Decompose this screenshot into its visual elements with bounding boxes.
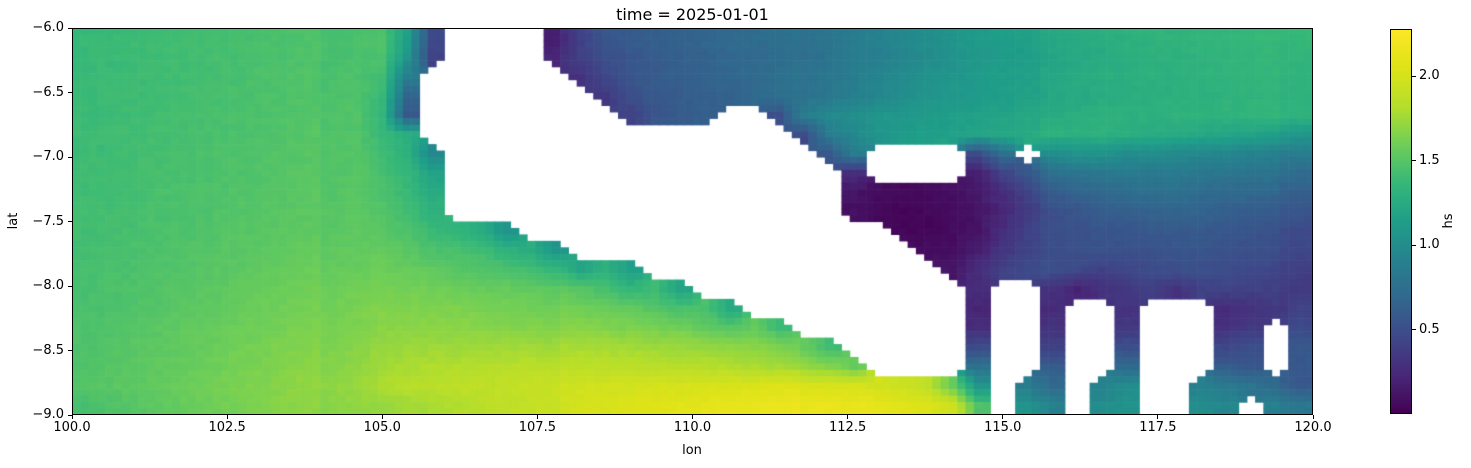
- x-tick-mark: [381, 415, 383, 419]
- x-tick-label: 100.0: [53, 420, 91, 435]
- y-tick-label: −6.0: [32, 20, 64, 35]
- x-tick-label: 120.0: [1294, 420, 1332, 435]
- x-tick-mark: [1002, 415, 1004, 419]
- y-tick-label: −7.5: [32, 213, 64, 229]
- colorbar-tick-mark: [1412, 244, 1416, 246]
- x-tick-label: 102.5: [208, 420, 246, 435]
- x-tick-label: 112.5: [829, 420, 867, 435]
- y-tick-mark: [68, 285, 72, 287]
- y-tick-mark: [68, 221, 72, 222]
- y-tick-label: −8.5: [32, 342, 64, 358]
- y-tick-mark: [68, 156, 72, 158]
- x-tick-mark: [71, 415, 73, 419]
- y-tick-label: −6.5: [32, 84, 64, 100]
- x-tick-mark: [1157, 415, 1159, 419]
- y-tick-label: −8.0: [32, 278, 64, 293]
- y-tick-mark: [68, 414, 72, 416]
- colorbar-tick-label: 1.0: [1419, 237, 1440, 253]
- colorbar-tick-mark: [1412, 75, 1416, 77]
- x-tick-mark: [226, 415, 228, 419]
- colorbar-tick-label: 0.5: [1419, 321, 1440, 337]
- x-tick-label: 115.0: [984, 420, 1022, 435]
- colorbar-tick-label: 2.0: [1419, 68, 1440, 84]
- heatmap-canvas: [72, 28, 1313, 415]
- x-tick-mark: [1312, 415, 1314, 419]
- plot-title: time = 2025-01-01: [616, 5, 769, 24]
- colorbar-tick-mark: [1412, 329, 1416, 331]
- x-tick-label: 110.0: [673, 420, 712, 435]
- x-axis-label: lon: [682, 443, 702, 458]
- x-tick-label: 105.0: [363, 420, 401, 435]
- y-axis-label: lat: [6, 212, 21, 230]
- x-tick-mark: [692, 415, 693, 419]
- colorbar-tick-label: 1.5: [1419, 152, 1440, 168]
- x-tick-mark: [847, 415, 849, 419]
- colorbar-tick-mark: [1412, 160, 1416, 162]
- y-tick-label: −7.0: [32, 149, 64, 164]
- y-tick-mark: [68, 92, 72, 93]
- y-tick-mark: [68, 27, 72, 29]
- colorbar: [1390, 29, 1412, 414]
- x-tick-mark: [536, 415, 538, 419]
- y-tick-label: −9.0: [32, 407, 64, 422]
- y-tick-mark: [68, 350, 72, 351]
- colorbar-label: hs: [1441, 213, 1456, 229]
- x-tick-label: 117.5: [1139, 420, 1177, 435]
- x-tick-label: 107.5: [518, 420, 556, 435]
